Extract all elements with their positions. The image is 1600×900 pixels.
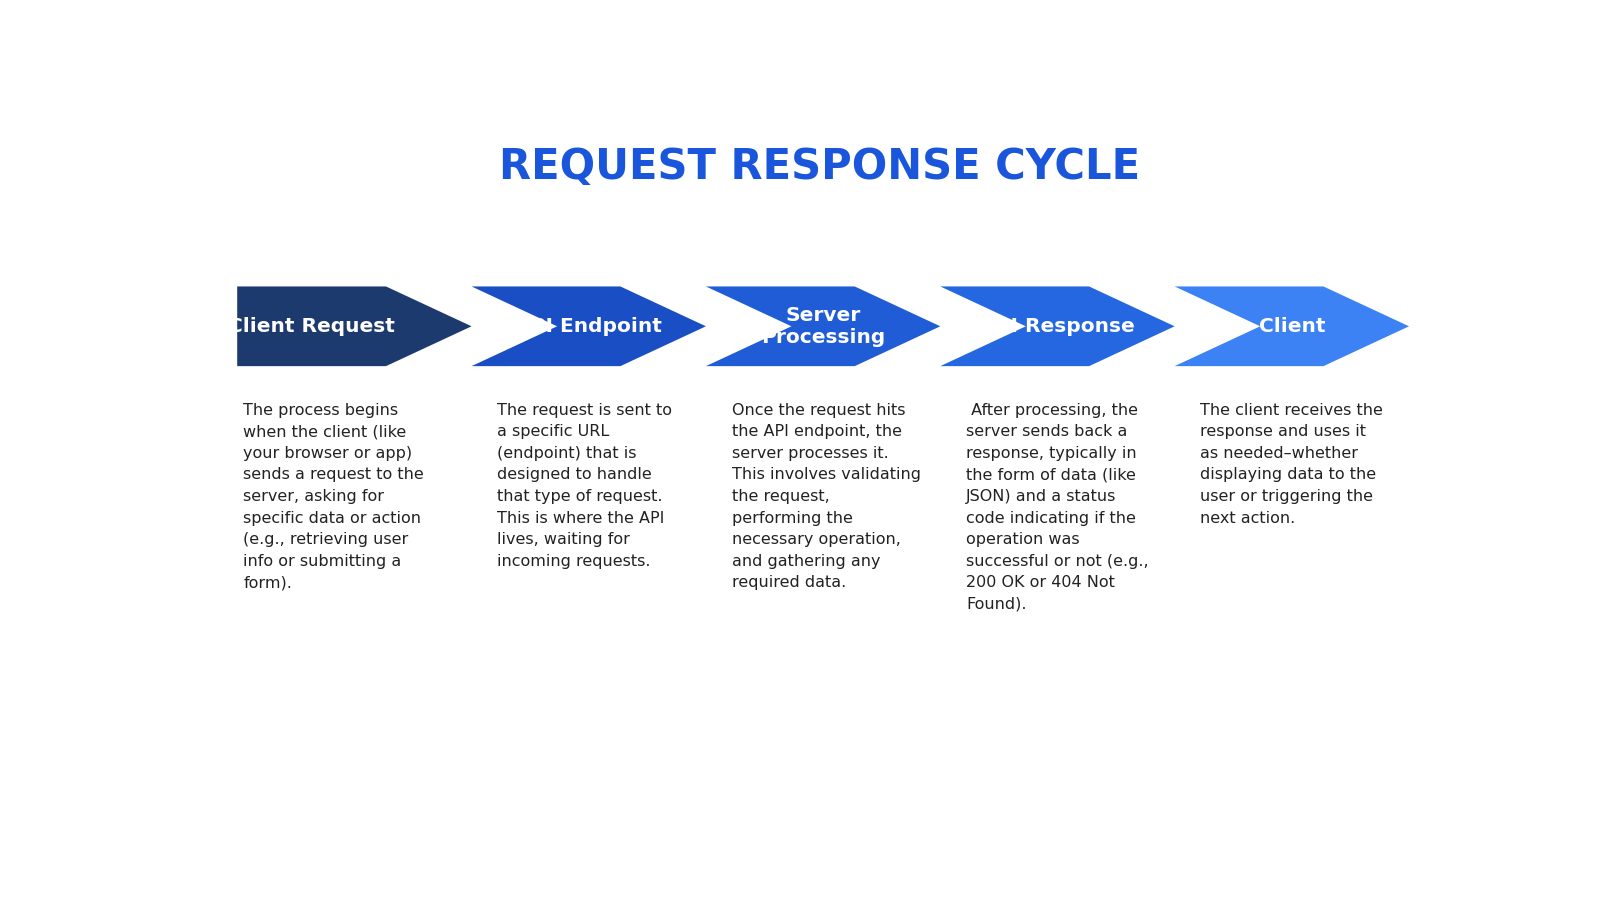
Text: Server
Processing: Server Processing [762,306,885,346]
Text: Client Request: Client Request [229,317,395,336]
Text: The process begins
when the client (like
your browser or app)
sends a request to: The process begins when the client (like… [243,402,424,590]
Text: After processing, the
server sends back a
response, typically in
the form of dat: After processing, the server sends back … [966,402,1149,612]
Text: Once the request hits
the API endpoint, the
server processes it.
This involves v: Once the request hits the API endpoint, … [731,402,920,590]
Polygon shape [472,286,706,366]
Text: API Endpoint: API Endpoint [515,317,662,336]
Polygon shape [1174,286,1410,366]
Text: The request is sent to
a specific URL
(endpoint) that is
designed to handle
that: The request is sent to a specific URL (e… [498,402,672,569]
Polygon shape [237,286,472,366]
Text: The client receives the
response and uses it
as needed–whether
displaying data t: The client receives the response and use… [1200,402,1382,526]
Text: REQUEST RESPONSE CYCLE: REQUEST RESPONSE CYCLE [499,146,1141,188]
Text: API Response: API Response [981,317,1134,336]
Polygon shape [941,286,1174,366]
Polygon shape [706,286,941,366]
Text: Client: Client [1259,317,1325,336]
